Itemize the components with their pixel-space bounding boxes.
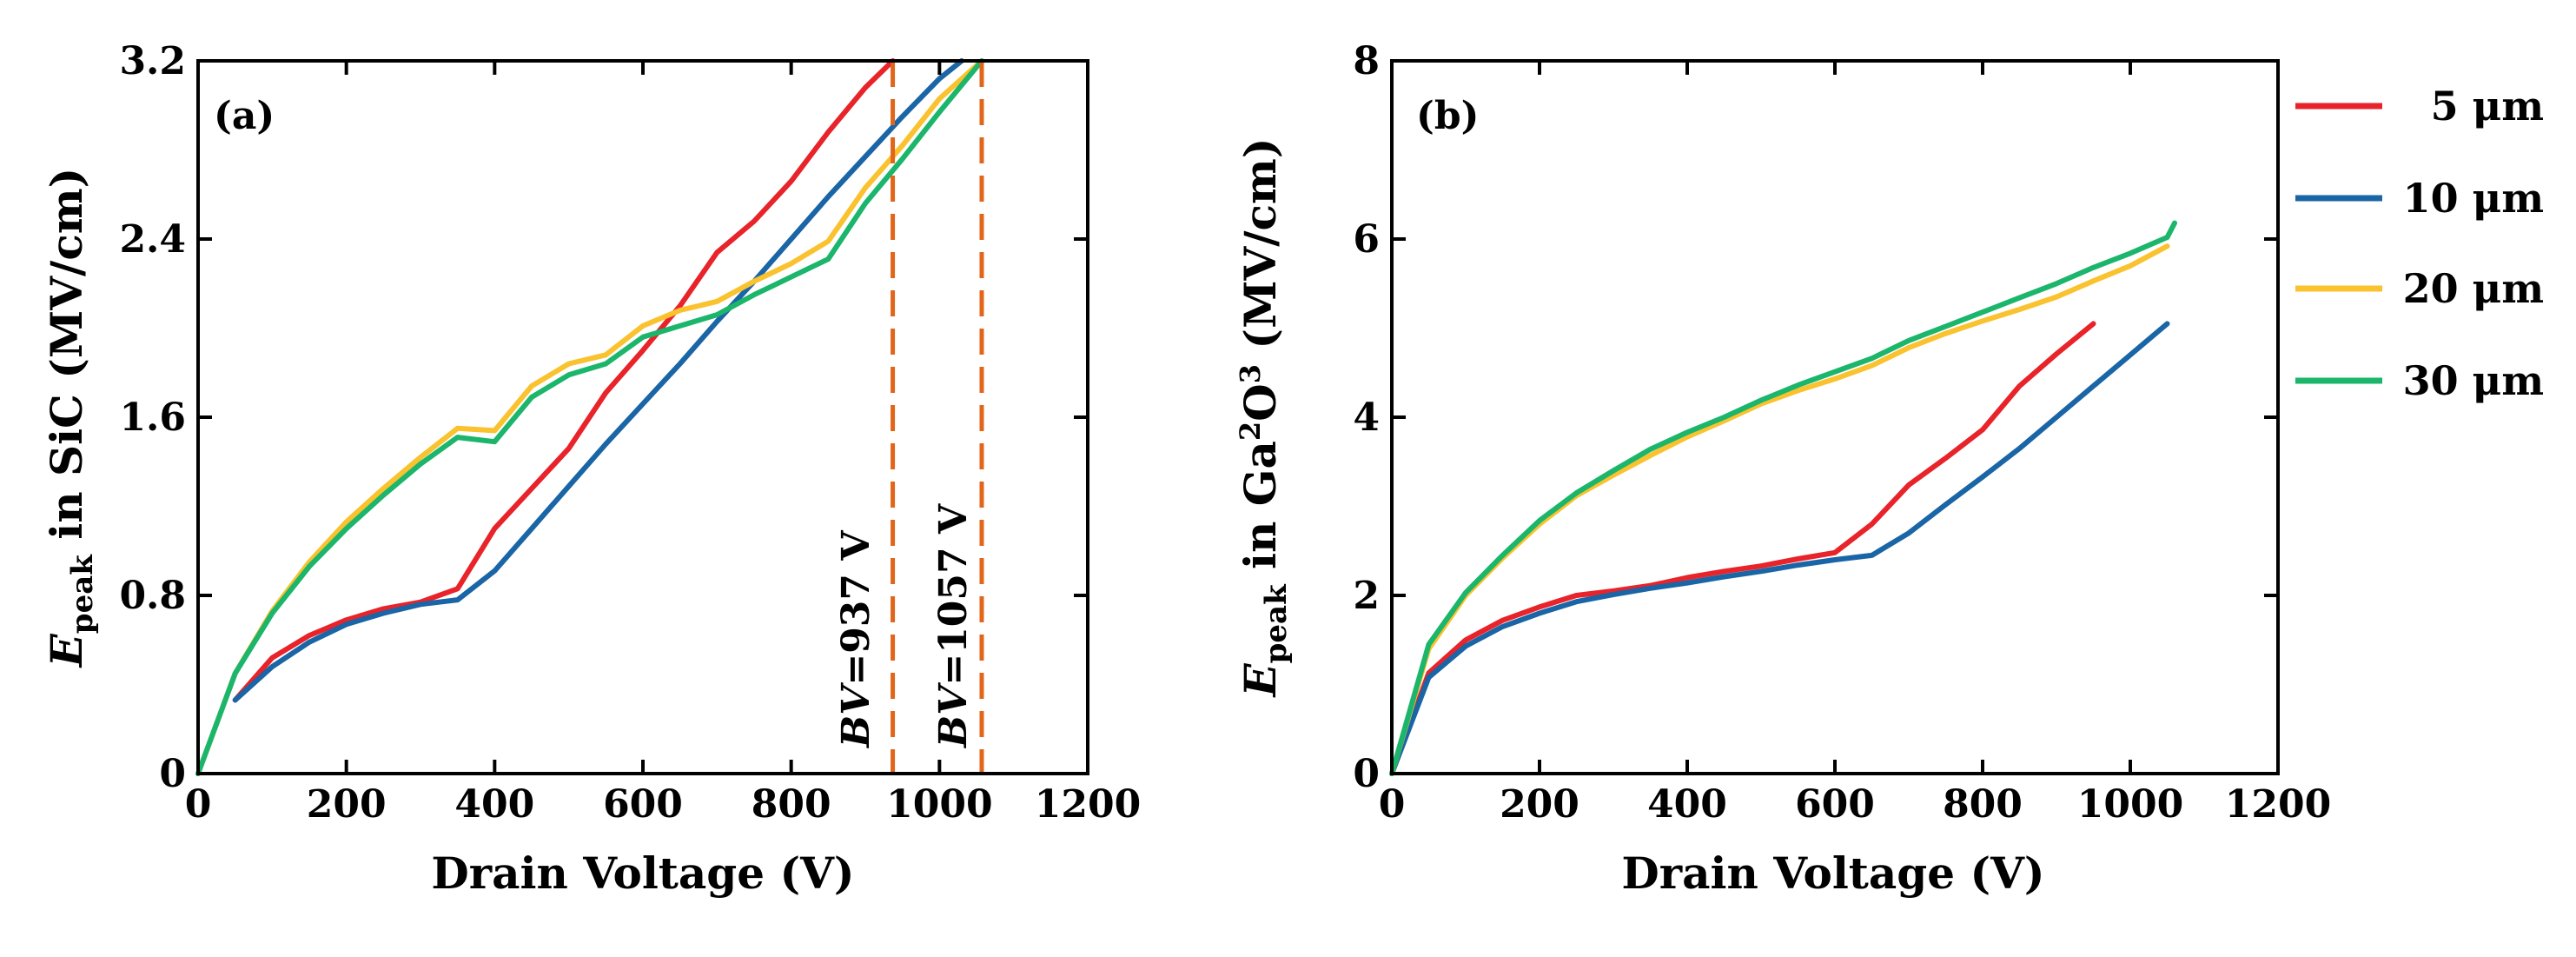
panel-a-series-10um [232, 58, 964, 703]
panel-a-x-tick-label: 1200 [1035, 782, 1141, 827]
panel-b-x-axis-title: Drain Voltage (V) [1621, 847, 2044, 899]
panel-b-series-20um [1389, 243, 2170, 776]
panel-b-series-30um [1389, 220, 2177, 776]
panel-a-x-tick-label: 200 [307, 782, 387, 827]
panel-b-x-tick-label: 600 [1795, 782, 1875, 827]
panel-a-y-tick-label: 2.4 [119, 217, 186, 262]
panel-a-x-axis-title: Drain Voltage (V) [431, 847, 854, 899]
panel-a-x-tick-label: 600 [603, 782, 683, 827]
panel-b-series-10um [1389, 321, 2170, 776]
panel-a-series-5um [232, 58, 896, 703]
panel-b-x-tick-label: 200 [1500, 782, 1579, 827]
panel-b-plot-frame [1390, 59, 2280, 775]
legend-label-20um: 20 μm [2403, 265, 2544, 312]
legend-label-10um: 10 μm [2403, 175, 2544, 222]
panel-b-x-tick-label: 400 [1647, 782, 1727, 827]
panel-b-series-5um [1389, 321, 2096, 776]
panel-b: 0 200 400 600 800 1000 1200 0 2 4 6 8 (b) Drain Vol… [1234, 39, 2331, 899]
panel-a-y-tick-label: 3.2 [119, 39, 186, 83]
panel-b-ticks: 0 200 400 600 800 1000 1200 0 2 4 6 8 [1353, 39, 2331, 827]
legend: 5 μm 10 μm 20 μm 30 μm [2295, 83, 2544, 404]
panel-b-x-tick-label: 1000 [2077, 782, 2183, 827]
panel-b-label: (b) [1416, 94, 1479, 138]
panel-a-x-tick-label: 400 [454, 782, 534, 827]
panel-a-breakdown-lines [891, 61, 984, 774]
panel-a-label: (a) [214, 94, 275, 138]
panel-b-y-axis-title: Epeak in Ga2O3 (MV/cm) [1234, 138, 1294, 699]
panel-a-y-axis-title: Epeak in SiC (MV/cm) [41, 168, 100, 669]
panel-a-x-tick-label: 0 [185, 782, 212, 827]
panel-a-x-tick-label: 1000 [886, 782, 992, 827]
panel-a-y-tick-label: 0 [159, 752, 186, 796]
panel-a-y-tick-label: 0.8 [119, 574, 186, 618]
panel-a-series-30um [195, 58, 984, 776]
panel-a-series-20um [195, 58, 984, 776]
panel-b-y-tick-label: 2 [1353, 574, 1380, 618]
panel-a: 0 200 400 600 800 1000 1200 0 0.8 1.6 2.4 3.2 (a) B… [41, 39, 1141, 899]
panel-b-y-tick-label: 0 [1353, 752, 1380, 796]
panel-b-y-tick-label: 8 [1353, 39, 1380, 83]
panel-a-ticks: 0 200 400 600 800 1000 1200 0 0.8 1.6 2.4 3.2 [119, 39, 1141, 827]
panel-b-series-group [1389, 220, 2177, 776]
legend-label-5um: 5 μm [2431, 83, 2544, 130]
panel-a-series-group [195, 58, 984, 776]
panel-a-y-tick-label: 1.6 [119, 395, 186, 440]
panel-a-x-tick-label: 800 [752, 782, 831, 827]
panel-b-x-tick-label: 800 [1943, 782, 2023, 827]
legend-label-30um: 30 μm [2403, 357, 2544, 404]
panel-b-y-tick-label: 6 [1353, 217, 1380, 262]
bv-1057-label: BV=1057 V [931, 503, 976, 749]
panel-b-x-tick-label: 0 [1379, 782, 1406, 827]
panel-b-y-tick-label: 4 [1353, 395, 1380, 440]
panel-b-x-tick-label: 1200 [2225, 782, 2331, 827]
bv-937-label: BV=937 V [834, 530, 878, 749]
